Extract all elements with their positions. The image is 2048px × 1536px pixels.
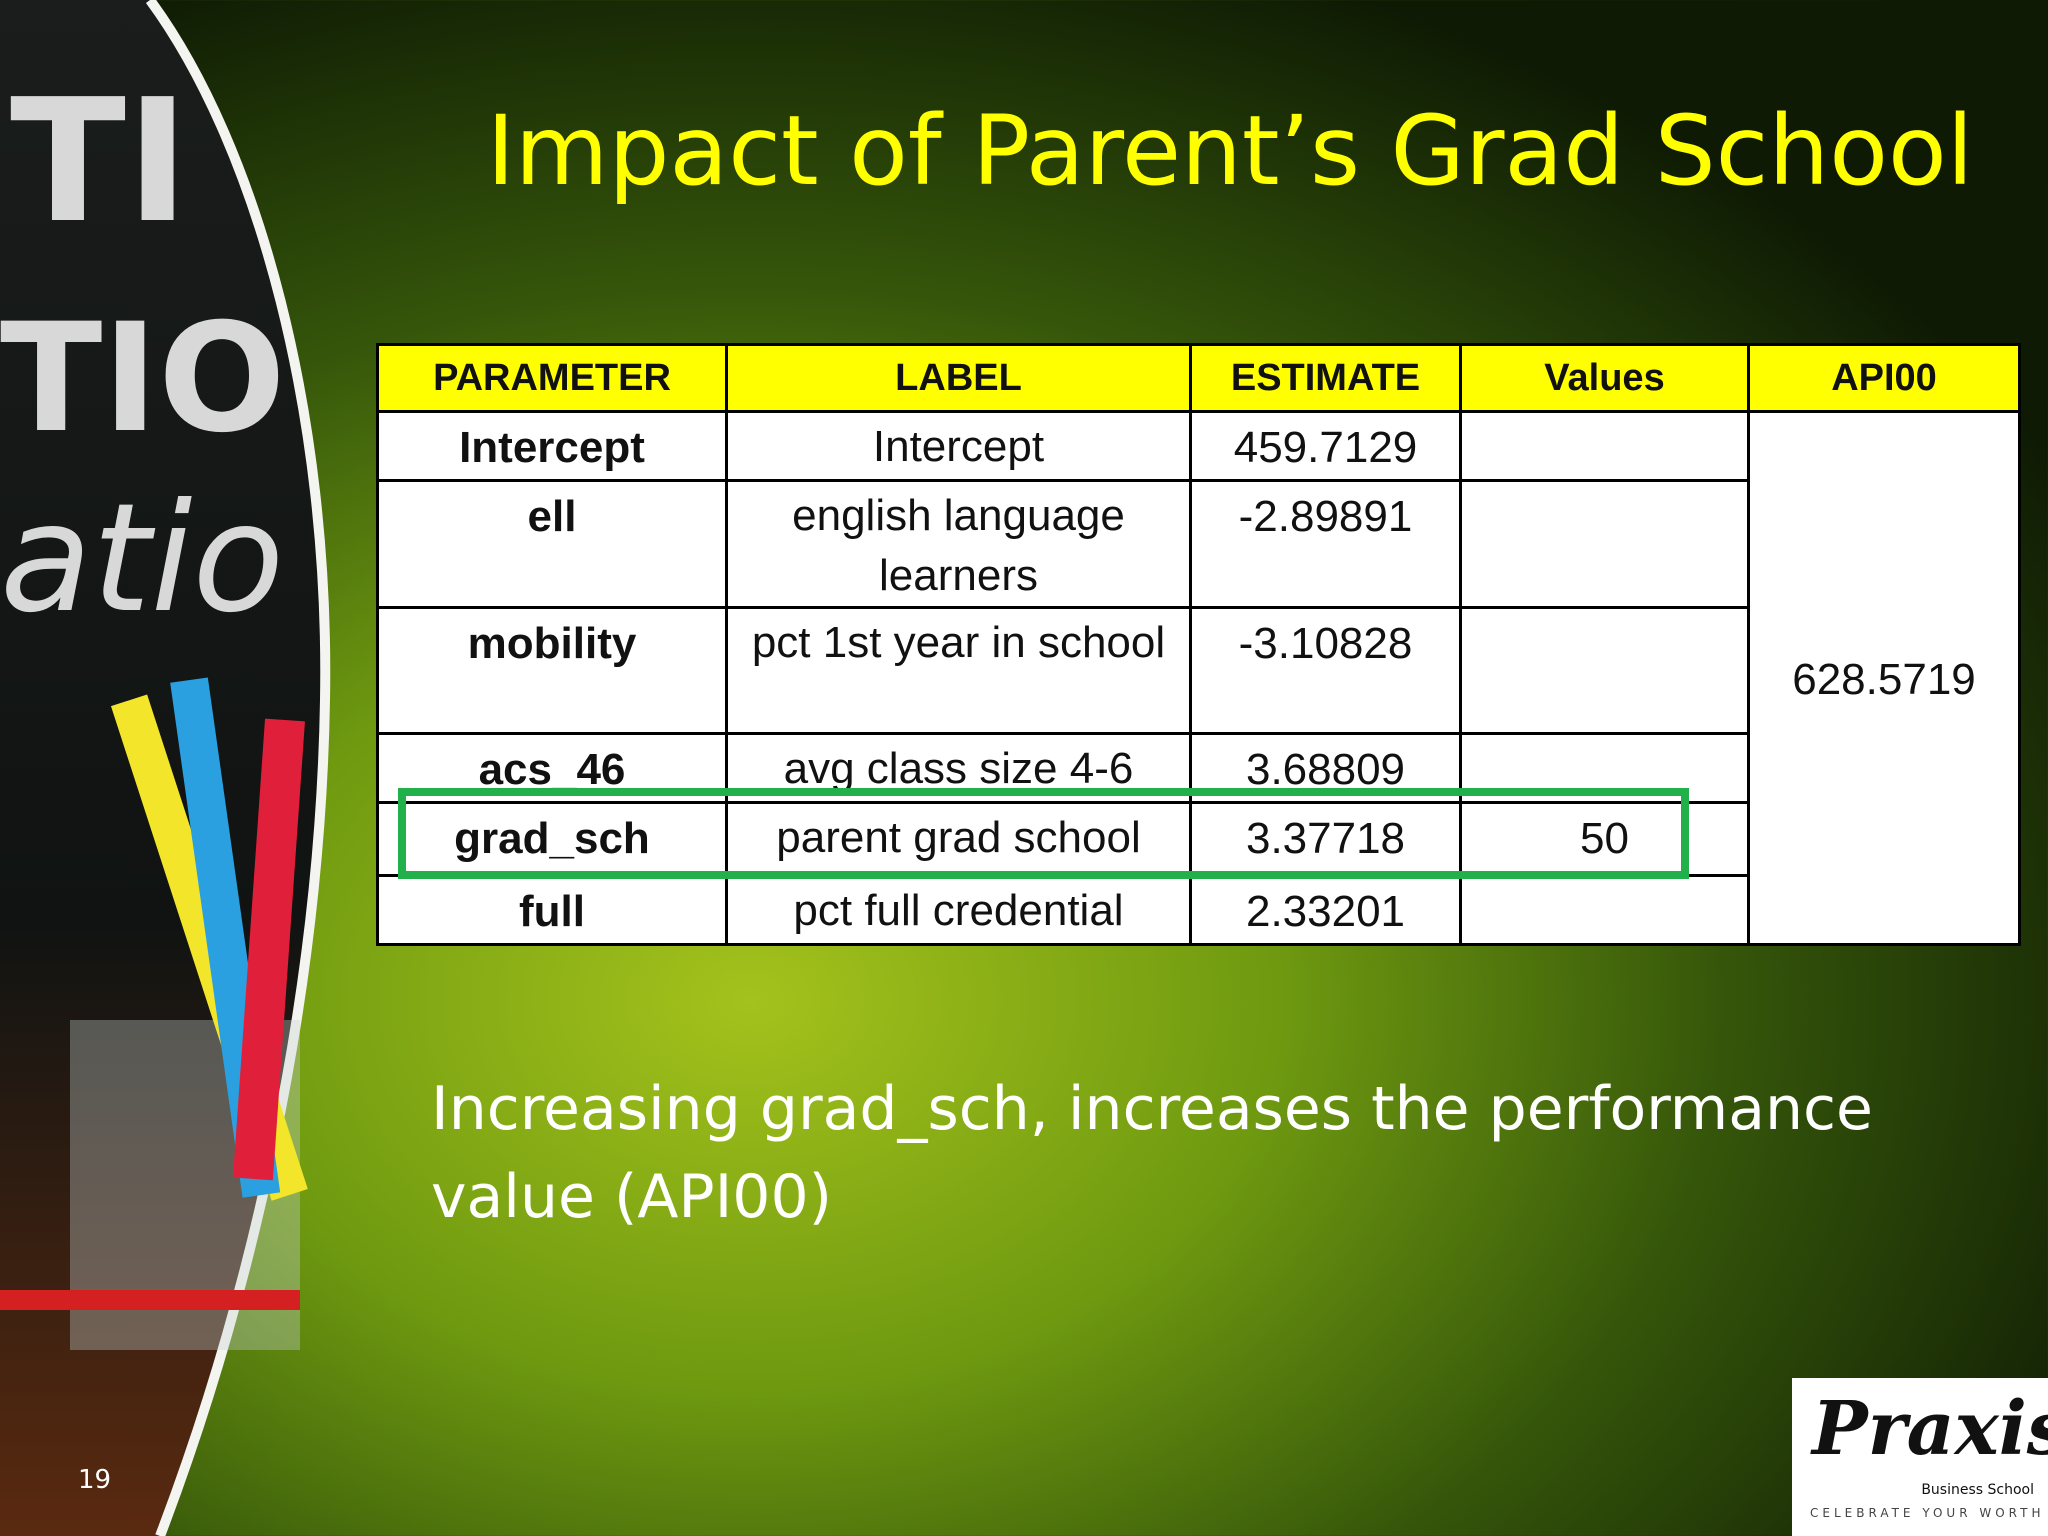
estimate: -2.89891 bbox=[1189, 479, 1462, 609]
label: pct full credential bbox=[725, 874, 1192, 946]
slide-title: Impact of Parent’s Grad School bbox=[486, 95, 1974, 207]
header-row: PARAMETER LABEL ESTIMATE Values API00 bbox=[376, 343, 2021, 413]
header-cell: LABEL bbox=[725, 343, 1192, 413]
row: full pct full credential 2.33201 bbox=[376, 874, 2020, 946]
label: english language learners bbox=[725, 479, 1192, 609]
label: pct 1st year in school bbox=[725, 606, 1192, 735]
header-cell: Values bbox=[1459, 343, 1750, 413]
slide-number: 19 bbox=[78, 1465, 112, 1495]
row: grad_sch parent grad school 3.37718 50 bbox=[376, 801, 2020, 877]
regression-table: PARAMETER LABEL ESTIMATE Values API00 In… bbox=[376, 343, 2021, 946]
highlight-box bbox=[398, 788, 1689, 879]
value bbox=[1459, 874, 1750, 946]
parameter: mobility bbox=[376, 606, 728, 735]
estimate: 2.33201 bbox=[1189, 874, 1462, 946]
value bbox=[1459, 479, 1750, 609]
api00: 628.5719 bbox=[1747, 410, 2021, 946]
pen bbox=[232, 718, 305, 1181]
logo-tagline: CELEBRATE YOUR WORTH bbox=[1810, 1506, 2045, 1520]
value: 50 bbox=[1459, 801, 1750, 877]
chalk: TIO bbox=[0, 292, 286, 466]
header-cell: API00 bbox=[1747, 343, 2021, 413]
value bbox=[1459, 410, 1750, 482]
ledge bbox=[0, 1290, 300, 1310]
value bbox=[1459, 606, 1750, 735]
parameter: Intercept bbox=[376, 410, 728, 482]
chalk: TI bbox=[10, 63, 189, 261]
row: Intercept Intercept 459.7129 628.5719 bbox=[376, 410, 2021, 946]
estimate: -3.10828 bbox=[1189, 606, 1462, 735]
label: Intercept bbox=[725, 410, 1192, 482]
header-cell: PARAMETER bbox=[376, 343, 728, 413]
logo-name: Praxis bbox=[1812, 1386, 2048, 1472]
parameter: full bbox=[376, 874, 728, 946]
label: parent grad school bbox=[725, 801, 1192, 877]
logo-subtitle: Business School bbox=[1921, 1482, 2034, 1498]
parameter: ell bbox=[376, 479, 728, 609]
row: ell english language learners -2.89891 bbox=[376, 479, 2020, 609]
chalk: atio bbox=[0, 472, 284, 646]
header-cell: ESTIMATE bbox=[1189, 343, 1462, 413]
row: mobility pct 1st year in school -3.10828 bbox=[376, 606, 2020, 735]
logo: Praxis Business School CELEBRATE YOUR WO… bbox=[1792, 1378, 2048, 1536]
estimate: 459.7129 bbox=[1189, 410, 1462, 482]
body-text: Increasing grad_sch, increases the perfo… bbox=[431, 1074, 1873, 1232]
